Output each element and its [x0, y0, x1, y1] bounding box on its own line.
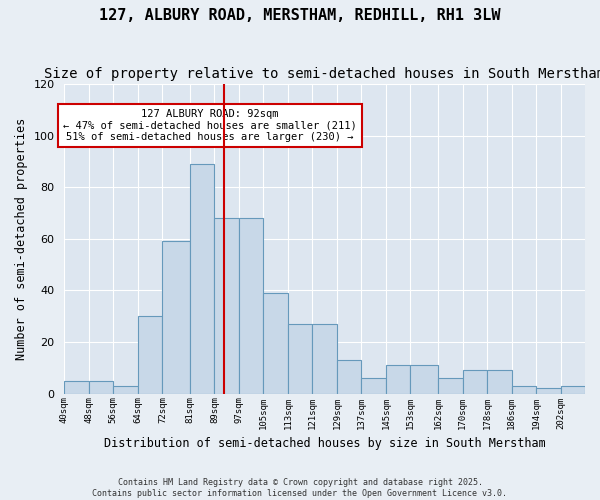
Bar — [138, 316, 163, 394]
Bar — [438, 378, 463, 394]
Bar — [361, 378, 386, 394]
X-axis label: Distribution of semi-detached houses by size in South Merstham: Distribution of semi-detached houses by … — [104, 437, 545, 450]
Bar — [410, 366, 438, 394]
Bar — [512, 386, 536, 394]
Text: 127 ALBURY ROAD: 92sqm
← 47% of semi-detached houses are smaller (211)
51% of se: 127 ALBURY ROAD: 92sqm ← 47% of semi-det… — [63, 109, 357, 142]
Bar — [163, 242, 190, 394]
Bar — [190, 164, 214, 394]
Bar — [263, 293, 288, 394]
Bar — [560, 386, 585, 394]
Bar — [239, 218, 263, 394]
Bar — [313, 324, 337, 394]
Bar — [463, 370, 487, 394]
Bar — [386, 366, 410, 394]
Text: Contains HM Land Registry data © Crown copyright and database right 2025.
Contai: Contains HM Land Registry data © Crown c… — [92, 478, 508, 498]
Bar — [89, 380, 113, 394]
Bar — [536, 388, 560, 394]
Bar — [487, 370, 512, 394]
Bar — [337, 360, 361, 394]
Bar — [113, 386, 138, 394]
Text: 127, ALBURY ROAD, MERSTHAM, REDHILL, RH1 3LW: 127, ALBURY ROAD, MERSTHAM, REDHILL, RH1… — [99, 8, 501, 22]
Bar — [214, 218, 239, 394]
Title: Size of property relative to semi-detached houses in South Merstham: Size of property relative to semi-detach… — [44, 68, 600, 82]
Bar — [64, 380, 89, 394]
Y-axis label: Number of semi-detached properties: Number of semi-detached properties — [15, 118, 28, 360]
Bar — [288, 324, 313, 394]
